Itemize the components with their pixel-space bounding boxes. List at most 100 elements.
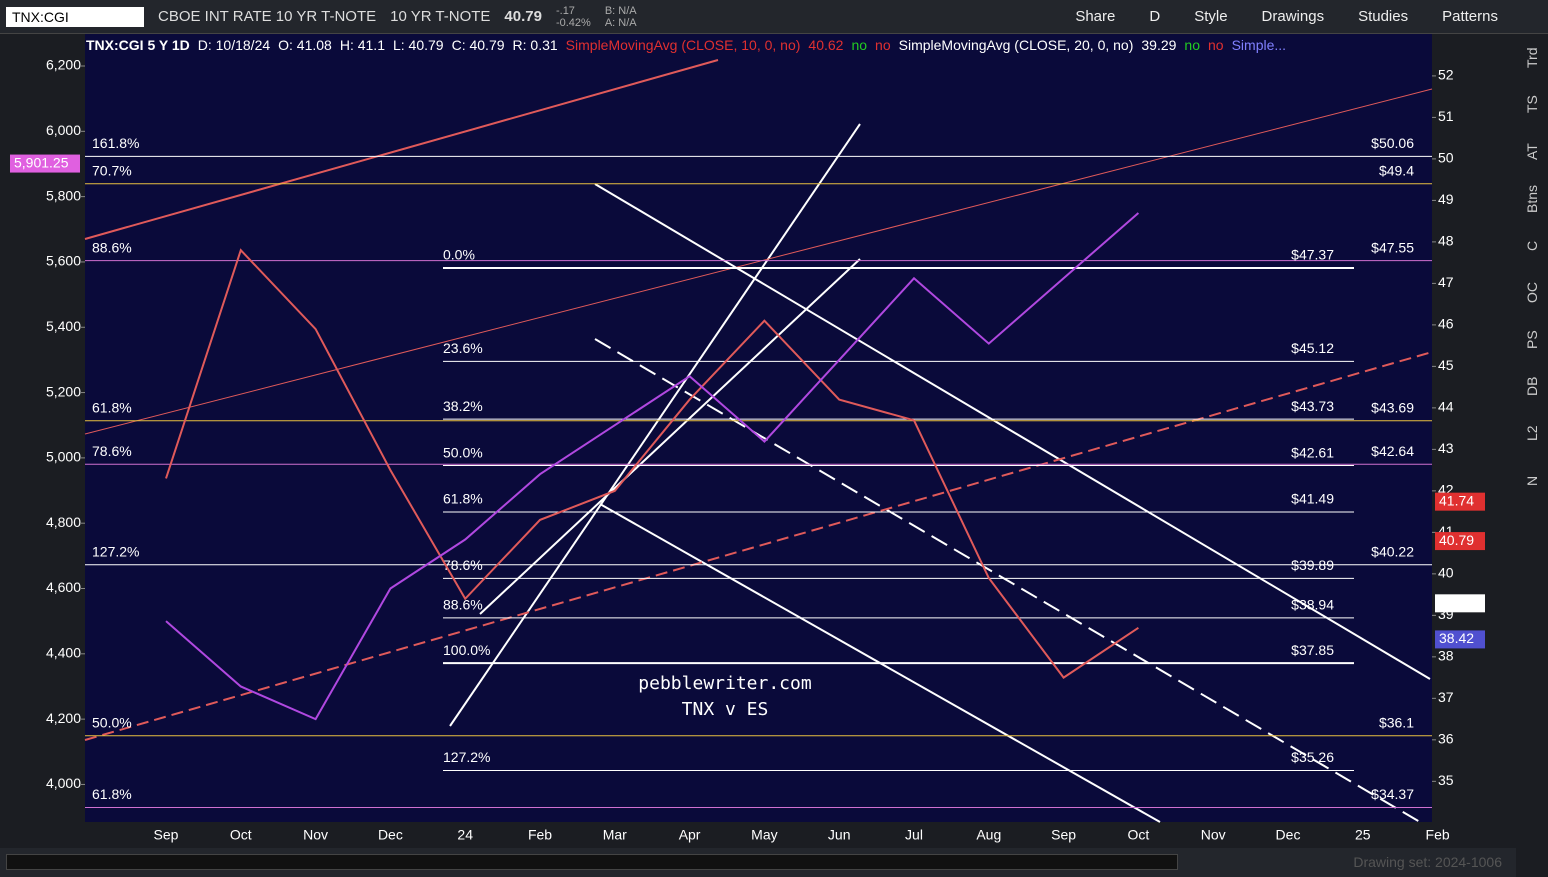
fib-label: 127.2% — [92, 543, 139, 559]
x-tick-label: Aug — [976, 827, 1001, 843]
sidebar-tab[interactable]: AT — [1524, 143, 1540, 160]
sidebar-tab[interactable]: N — [1524, 475, 1540, 486]
y2-tick-label: 49 — [1438, 191, 1454, 207]
y-tick-label: 4,400 — [46, 645, 81, 661]
fib-price: $35.26 — [1291, 749, 1334, 765]
more-studies[interactable]: Simple... — [1231, 37, 1287, 53]
left-price-tag: 5,901.25 — [14, 154, 69, 170]
ohlc: R: 0.31 — [512, 37, 558, 53]
fib-label: 61.8% — [443, 491, 483, 507]
sidebar-tab[interactable]: TS — [1524, 95, 1540, 114]
sidebar-tab[interactable]: C — [1524, 240, 1540, 251]
last-price: 40.79 — [504, 8, 542, 25]
sma-value: 40.62 — [808, 37, 844, 53]
watermark: pebblewriter.com — [638, 673, 811, 694]
fib-label: 50.0% — [443, 444, 483, 460]
sidebar-tab[interactable]: OC — [1524, 282, 1540, 303]
ask: A: N/A — [604, 16, 637, 29]
sidebar-tab[interactable]: PS — [1524, 330, 1540, 349]
fib-price: $39.89 — [1291, 557, 1334, 573]
ohlc: L: 40.79 — [392, 37, 444, 53]
y2-tick-label: 36 — [1438, 731, 1454, 747]
y2-tick-label: 44 — [1438, 399, 1454, 415]
x-tick-label: Apr — [679, 827, 701, 843]
sma-label: SimpleMovingAvg (CLOSE, 10, 0, no) — [565, 37, 801, 53]
toolbar-button[interactable]: Share — [1075, 8, 1116, 25]
toolbar-button[interactable]: Drawings — [1261, 8, 1325, 25]
fib-label: 78.6% — [443, 557, 483, 573]
drawing-set: Drawing set: 2024-1006 — [1353, 854, 1502, 870]
y-tick-label: 4,000 — [46, 775, 81, 791]
fib-label: 23.6% — [443, 340, 483, 356]
fib-label: 88.6% — [92, 239, 132, 255]
toolbar-button[interactable]: D — [1149, 8, 1161, 25]
fib-label: 78.6% — [92, 443, 132, 459]
y2-tick-label: 51 — [1438, 108, 1454, 124]
fib-label: 70.7% — [92, 163, 132, 179]
sidebar-tab[interactable]: Trd — [1524, 47, 1540, 68]
toolbar: TNX:CGI CBOE INT RATE 10 YR T-NOTE 10 YR… — [0, 0, 1548, 34]
fib-price: $42.64 — [1371, 443, 1414, 459]
channel-lines — [84, 59, 1433, 741]
flag: no — [1184, 37, 1200, 53]
y2-tick-label: 35 — [1438, 772, 1454, 788]
sidebar-tab[interactable]: DB — [1524, 376, 1540, 397]
flag: no — [1208, 37, 1224, 53]
price-tag-bg — [1435, 492, 1485, 511]
sma-value: 39.29 — [1141, 37, 1177, 53]
fib-label: 161.8% — [92, 135, 139, 151]
fib-price: $49.4 — [1379, 163, 1414, 179]
y-tick-label: 6,200 — [46, 57, 81, 73]
fib-price: $47.55 — [1371, 239, 1414, 255]
sidebar-tab[interactable]: Btns — [1524, 184, 1540, 213]
bid: B: N/A — [604, 4, 637, 17]
fib-label: 38.2% — [443, 398, 483, 414]
toolbar-button[interactable]: Studies — [1358, 8, 1409, 25]
x-tick-label: 25 — [1355, 827, 1371, 843]
fib-price: $40.22 — [1371, 543, 1414, 559]
y-tick-label: 4,200 — [46, 710, 81, 726]
footer: Drawing set: 2024-1006 — [0, 848, 1516, 877]
flag: no — [851, 37, 868, 53]
short-name: 10 YR T-NOTE — [390, 8, 491, 25]
chart: pebblewriter.com TNX v ES 6,200 6,000 5,80… — [10, 34, 1485, 843]
y-tick-label: 5,000 — [46, 449, 81, 465]
price-tag: 39.29 — [1439, 594, 1474, 610]
y-tick-label: 4,600 — [46, 579, 81, 595]
scrollbar[interactable] — [6, 854, 1178, 870]
fib-label: 88.6% — [443, 597, 483, 613]
fib-price: $36.1 — [1379, 714, 1414, 730]
price-tag-bg — [1435, 532, 1485, 551]
y2-tick-label: 43 — [1438, 440, 1454, 456]
fib-price: $34.37 — [1371, 786, 1414, 802]
fib-price: $41.49 — [1291, 491, 1334, 507]
y-tick-label: 5,200 — [46, 383, 81, 399]
fib-price: $43.73 — [1291, 398, 1334, 414]
fib-price: $42.61 — [1291, 444, 1334, 460]
sidebar-tab[interactable]: L2 — [1524, 425, 1540, 442]
symbol-input[interactable]: TNX:CGI — [6, 6, 144, 27]
y2-tick-label: 40 — [1438, 565, 1454, 581]
y-tick-label: 5,800 — [46, 187, 81, 203]
x-tick-label: Nov — [1201, 827, 1226, 843]
y2-tick-label: 47 — [1438, 274, 1454, 290]
bid-ask: B: N/A A: N/A — [605, 5, 637, 29]
x-tick-label: Sep — [154, 827, 179, 843]
x-tick-label: 24 — [457, 827, 473, 843]
fib-price: $47.37 — [1291, 247, 1334, 263]
plot-bg — [85, 34, 1432, 822]
toolbar-button[interactable]: Patterns — [1442, 8, 1498, 25]
toolbar-button[interactable]: Style — [1194, 8, 1228, 25]
price-tag-bg — [1435, 630, 1485, 649]
change: -.17 — [555, 4, 575, 17]
y2-tick-label: 50 — [1438, 150, 1454, 166]
x-tick-label: Mar — [603, 827, 627, 843]
x-tick-label: Jun — [828, 827, 851, 843]
x-tick-label: Oct — [1128, 827, 1150, 843]
flag: no — [875, 37, 891, 53]
fib-label: 100.0% — [443, 642, 490, 658]
fib-price: $45.12 — [1291, 340, 1334, 356]
fib-label: 50.0% — [92, 714, 132, 730]
price-tag: 38.42 — [1439, 630, 1474, 646]
